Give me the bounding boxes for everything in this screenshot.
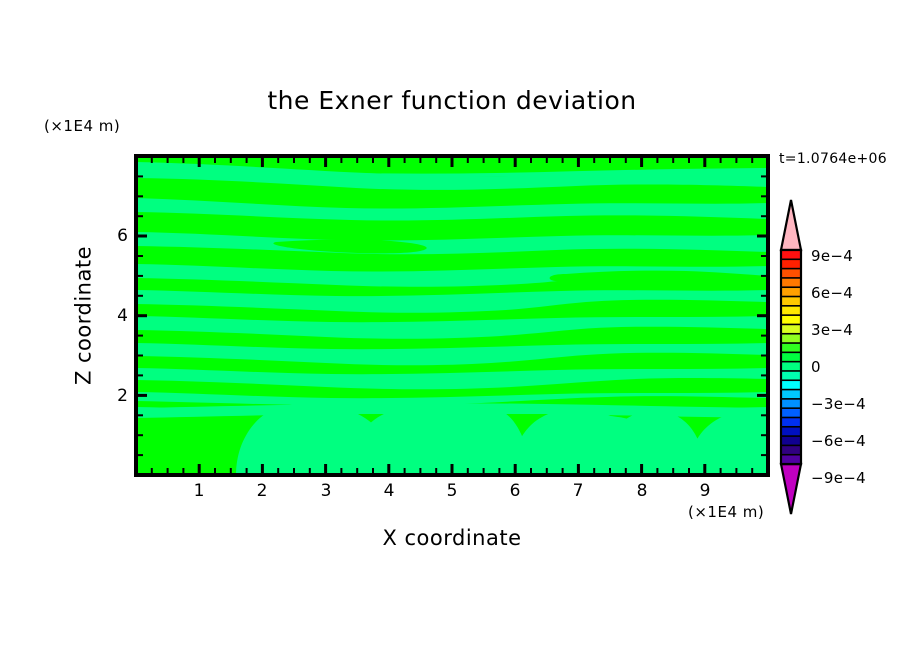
plot-frame-and-ticks <box>134 154 770 477</box>
colorbar-tick-label: 3e−4 <box>811 321 854 339</box>
x-tick-label: 2 <box>256 481 268 501</box>
colorbar-segment <box>780 370 802 382</box>
y-tick-label: 6 <box>117 226 128 246</box>
x-tick-label: 5 <box>446 481 458 501</box>
x-tick-label: 9 <box>699 481 711 501</box>
x-tick-label: 8 <box>636 481 648 501</box>
colorbar-segment <box>780 277 802 289</box>
colorbar-segment <box>780 305 802 317</box>
colorbar-segment <box>780 342 802 354</box>
colorbar-segment <box>780 379 802 391</box>
colorbar-tick-label: −9e−4 <box>811 469 866 487</box>
colorbar-segment <box>780 323 802 335</box>
colorbar-tick-label: 9e−4 <box>811 247 854 265</box>
y-tick-label: 4 <box>117 306 128 326</box>
colorbar-segment <box>780 351 802 363</box>
colorbar-segment <box>780 286 802 298</box>
colorbar-tick-label: 6e−4 <box>811 284 854 302</box>
x-tick-label: 7 <box>572 481 584 501</box>
x-tick-label: 4 <box>383 481 395 501</box>
x-tick-label: 6 <box>509 481 521 501</box>
colorbar-tick-label: −3e−4 <box>811 395 866 413</box>
colorbar-segment <box>780 416 802 428</box>
colorbar-segment <box>780 360 802 373</box>
colorbar-segment <box>780 444 802 456</box>
y-tick-label: 2 <box>117 386 128 406</box>
page-title: the Exner function deviation <box>267 86 637 115</box>
colorbar-segment <box>780 398 802 410</box>
colorbar-segment <box>780 258 802 270</box>
colorbar-segment <box>780 295 802 308</box>
x-tick-label: 3 <box>320 481 332 501</box>
colorbar-tick-label: 0 <box>811 358 821 376</box>
colorbar-segment <box>780 407 802 419</box>
colorbar-segment <box>780 425 802 438</box>
colorbar-segment <box>780 314 802 326</box>
time-annotation: t=1.0764e+06 <box>779 151 887 167</box>
colorbar-tick-label: −6e−4 <box>811 432 866 450</box>
colorbar-segment <box>780 332 802 345</box>
x-tick-label: 1 <box>193 481 205 501</box>
colorbar-segment <box>780 267 802 280</box>
y-axis-unit-label: (×1E4 m) <box>44 117 121 135</box>
colorbar-segment <box>780 249 802 261</box>
x-axis-title: X coordinate <box>382 526 522 550</box>
colorbar-segment <box>780 435 802 447</box>
x-axis-unit-label: (×1E4 m) <box>688 503 765 521</box>
colorbar <box>779 199 803 515</box>
colorbar-segment <box>780 388 802 401</box>
contour-field <box>136 156 768 475</box>
